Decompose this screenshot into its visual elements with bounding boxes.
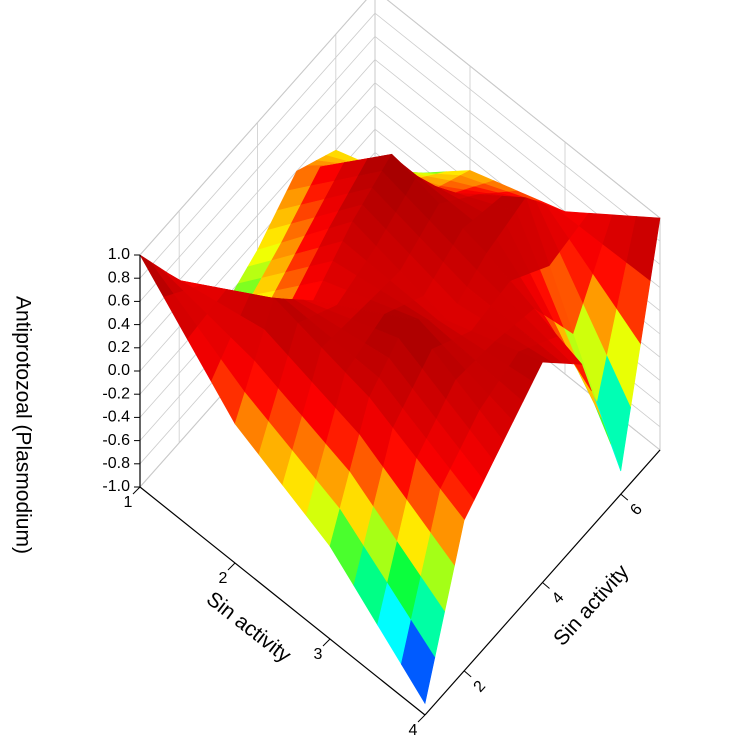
- y-tick-label: 2: [471, 678, 490, 696]
- x-tick-label: 1: [124, 494, 133, 511]
- axis-line: [139, 486, 426, 716]
- x-tick: [322, 638, 331, 647]
- z-tick-label: -0.8: [102, 455, 130, 472]
- z-tick-label: 0.0: [108, 362, 130, 379]
- x-tick-label: 2: [219, 570, 228, 587]
- x-tick: [417, 714, 426, 723]
- x-tick-label: 3: [314, 646, 323, 663]
- axis-line: [424, 449, 661, 716]
- x-tick: [227, 562, 236, 571]
- y-tick: [620, 493, 629, 501]
- z-tick-label: -0.4: [102, 409, 130, 426]
- z-tick-label: 0.8: [108, 269, 130, 286]
- z-tick-label: -0.2: [102, 385, 130, 402]
- z-tick-label: 0.4: [108, 316, 130, 333]
- y-tick-label: 6: [627, 501, 646, 519]
- y-tick: [542, 582, 550, 589]
- z-tick-label: -1.0: [102, 478, 130, 495]
- z-tick-label: -0.6: [102, 432, 130, 449]
- z-axis-title: Antiprotozoal (Plasmodium): [11, 296, 34, 554]
- y-tick: [463, 670, 472, 678]
- z-tick-label: 1.0: [108, 246, 130, 263]
- surface-patch: [400, 619, 436, 705]
- x-tick-label: 4: [409, 722, 418, 739]
- x-tick: [132, 486, 141, 495]
- y-tick-label: 4: [549, 589, 568, 607]
- z-tick-label: 0.6: [108, 293, 130, 310]
- z-tick-label: 0.2: [108, 339, 130, 356]
- x-axis-title: Sin activity: [202, 587, 296, 667]
